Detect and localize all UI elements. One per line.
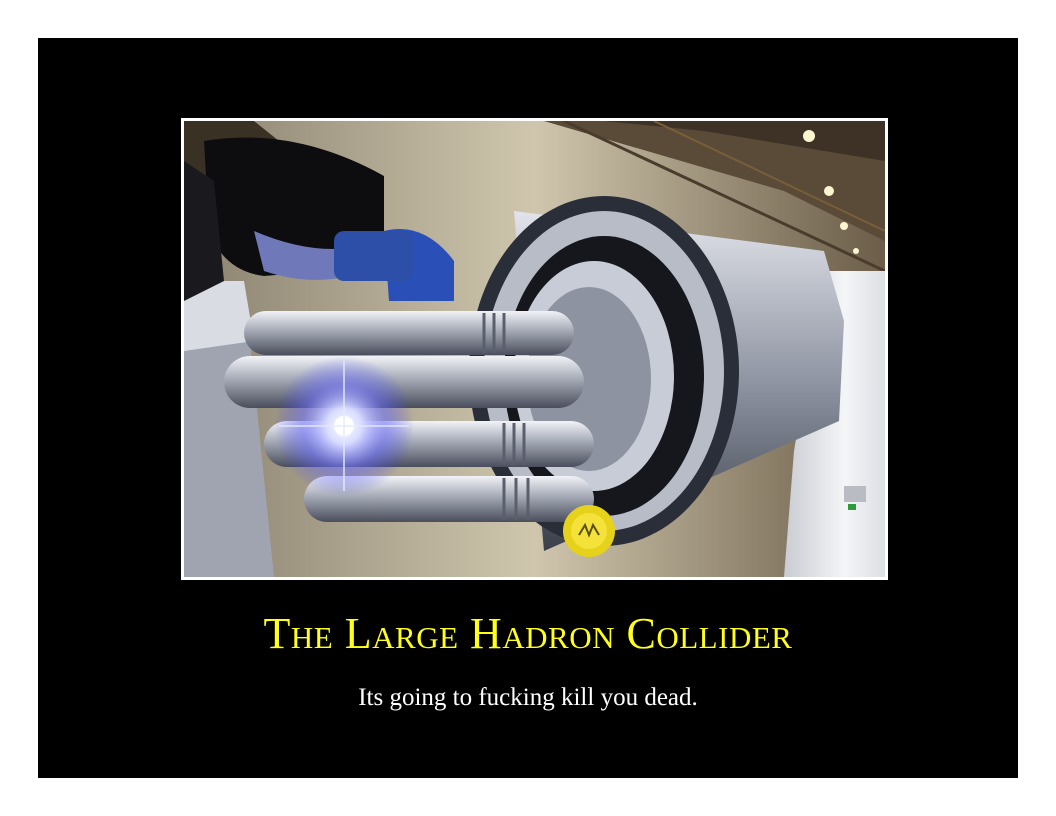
poster-subtitle: Its going to fucking kill you dead. xyxy=(358,684,698,711)
poster-title: The Large Hadron Collider xyxy=(263,609,793,658)
motivational-poster: The Large Hadron Collider Its going to f… xyxy=(38,38,1018,778)
collider-photo xyxy=(184,121,885,577)
photo-frame xyxy=(181,118,888,580)
collider-photo-illustration xyxy=(184,121,885,577)
